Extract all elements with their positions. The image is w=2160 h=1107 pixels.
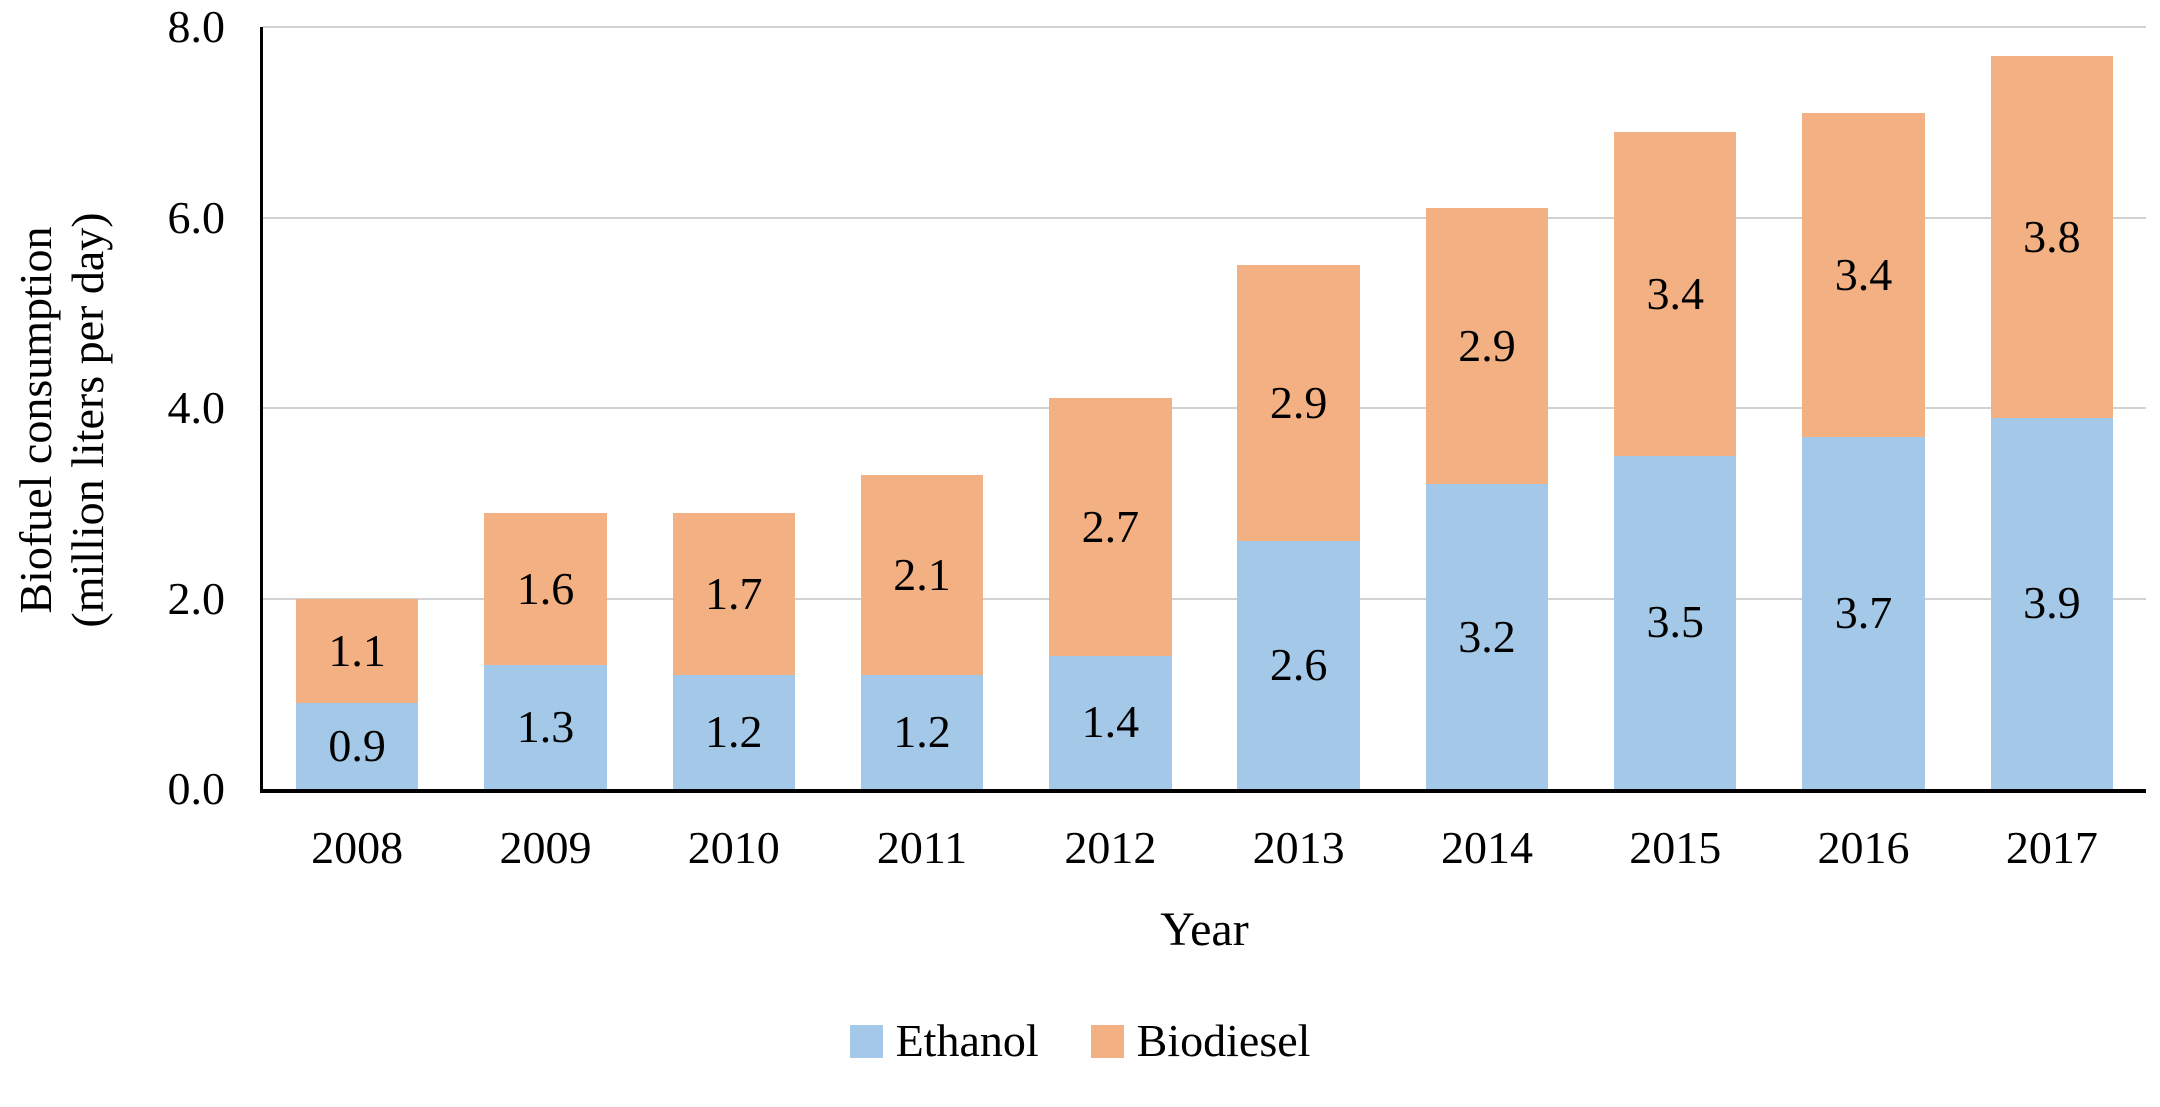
bar-segment-2010-biodiesel: 1.7	[672, 512, 795, 675]
x-tick-label-2013: 2013	[1252, 822, 1345, 873]
bar-value-label: 3.2	[1458, 610, 1516, 662]
biodiesel-color-swatch	[1090, 1024, 1124, 1058]
x-tick-label-2017: 2017	[2005, 822, 2098, 873]
x-tick-label-2016: 2016	[1817, 822, 1910, 873]
bar-segment-2008-biodiesel: 1.1	[295, 598, 419, 704]
bar-segment-2013-ethanol: 2.6	[1237, 541, 1360, 789]
gridline-y8	[263, 26, 2146, 28]
x-tick-label-2012: 2012	[1064, 822, 1157, 873]
bar-segment-2012-ethanol: 1.4	[1049, 655, 1172, 789]
bar-segment-2016-biodiesel: 3.4	[1802, 112, 1925, 437]
bar-segment-2013-biodiesel: 2.9	[1237, 265, 1360, 542]
ethanol-color-swatch	[849, 1024, 883, 1058]
bar-2017: 3.9 3.8	[1990, 27, 2114, 789]
bar-2014: 3.2 2.9	[1425, 27, 1549, 789]
bar-2015: 3.5 3.4	[1614, 27, 1737, 789]
bar-value-label: 3.4	[1646, 267, 1704, 319]
bar-segment-2009-biodiesel: 1.6	[484, 512, 607, 666]
y-tick-label-6.0: 6.0	[167, 191, 226, 243]
bar-value-label: 1.2	[704, 705, 763, 757]
bar-value-label: 1.2	[893, 705, 951, 757]
x-tick-label-2011: 2011	[876, 822, 968, 873]
y-axis-tick-labels: 0.0 2.0 4.0 6.0 8.0	[0, 4, 226, 812]
bar-segment-2011-ethanol: 1.2	[860, 674, 984, 789]
bar-segment-2014-ethanol: 3.2	[1425, 484, 1549, 789]
bar-segment-2015-biodiesel: 3.4	[1614, 131, 1737, 456]
bar-2012: 1.4 2.7	[1049, 27, 1172, 789]
legend-item-ethanol: Ethanol	[849, 1015, 1039, 1066]
bar-2016: 3.7 3.4	[1802, 27, 1925, 789]
bar-value-label: 3.5	[1646, 596, 1704, 648]
plot-area: 0.9 1.1 1.3 1.6 1.2 1.7 1.2 2.1 1.4 2.7 2.6 2.9 3.2 2…	[260, 26, 2146, 793]
legend-label-ethanol: Ethanol	[895, 1015, 1039, 1066]
bar-segment-2017-ethanol: 3.9	[1990, 417, 2114, 789]
x-tick-label-2009: 2009	[499, 822, 592, 873]
bar-segment-2014-biodiesel: 2.9	[1425, 207, 1549, 485]
bar-2011: 1.2 2.1	[860, 27, 984, 789]
x-axis-tick-labels: 2008 2009 2010 2011 2012 2013 2014 2015 2016 2017	[263, 816, 2146, 880]
bar-segment-2016-ethanol: 3.7	[1802, 436, 1925, 789]
legend: Ethanol Biodiesel	[0, 1018, 2160, 1064]
bar-2009: 1.3 1.6	[484, 27, 607, 789]
x-tick-label-2015: 2015	[1629, 822, 1722, 873]
y-tick-label-4.0: 4.0	[167, 382, 226, 433]
bar-segment-2008-ethanol: 0.9	[295, 703, 419, 789]
gridline-y6	[263, 216, 2146, 219]
bar-segment-2010-ethanol: 1.2	[672, 674, 795, 789]
x-tick-label-2014: 2014	[1440, 822, 1533, 873]
bar-value-label: 2.7	[1081, 501, 1140, 553]
bar-value-label: 1.7	[704, 567, 763, 619]
bar-value-label: 3.8	[2023, 210, 2081, 262]
y-tick-label-0.0: 0.0	[167, 763, 226, 814]
y-tick-label-2.0: 2.0	[167, 572, 226, 624]
bar-segment-2015-ethanol: 3.5	[1614, 455, 1737, 789]
bar-value-label: 2.6	[1269, 639, 1328, 691]
bar-value-label: 2.1	[893, 548, 951, 600]
bar-segment-2011-biodiesel: 2.1	[860, 474, 984, 675]
x-tick-label-2010: 2010	[687, 822, 780, 873]
bar-2008: 0.9 1.1	[295, 27, 419, 789]
bar-segment-2012-biodiesel: 2.7	[1049, 398, 1172, 656]
bar-2013: 2.6 2.9	[1237, 27, 1360, 789]
x-axis-title: Year	[1160, 903, 1249, 956]
bar-2010: 1.2 1.7	[672, 27, 795, 789]
bar-value-label: 2.9	[1269, 377, 1328, 429]
bar-segment-2009-ethanol: 1.3	[484, 665, 607, 789]
bar-segment-2017-biodiesel: 3.8	[1990, 55, 2114, 418]
bar-value-label: 1.3	[516, 701, 575, 753]
bar-value-label: 2.9	[1458, 320, 1516, 372]
bar-value-label: 1.4	[1081, 696, 1140, 748]
bar-value-label: 3.4	[1834, 248, 1893, 300]
gridline-y4	[263, 407, 2146, 409]
bar-value-label: 0.9	[328, 720, 386, 772]
bar-value-label: 1.6	[516, 562, 575, 614]
y-tick-label-8.0: 8.0	[167, 1, 226, 52]
bar-value-label: 3.7	[1834, 586, 1893, 638]
bar-value-label: 3.9	[2023, 577, 2081, 629]
gridline-y2	[263, 597, 2146, 600]
legend-item-biodiesel: Biodiesel	[1090, 1015, 1311, 1066]
legend-label-biodiesel: Biodiesel	[1136, 1015, 1311, 1066]
bar-value-label: 1.1	[328, 624, 386, 676]
x-tick-label-2008: 2008	[311, 822, 404, 873]
